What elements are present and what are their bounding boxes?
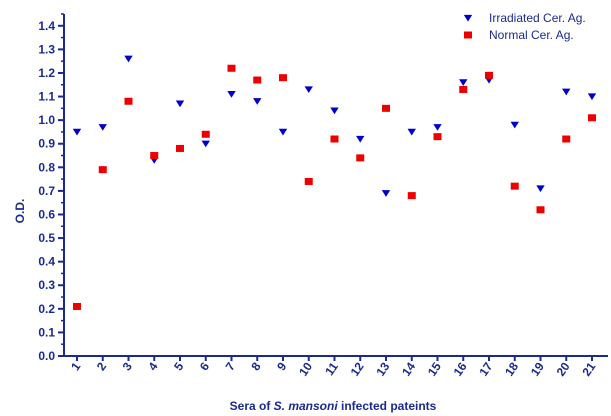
y-tick-label: 1.3 bbox=[38, 42, 55, 56]
y-tick-label: 0.0 bbox=[38, 349, 55, 363]
data-point-normal bbox=[227, 64, 236, 72]
x-tick-label: 17 bbox=[476, 359, 495, 378]
data-point-irradiated bbox=[356, 135, 365, 143]
x-tick-label: 15 bbox=[425, 359, 444, 378]
data-point-irradiated bbox=[562, 88, 571, 96]
data-point-irradiated bbox=[381, 190, 391, 197]
data-point-irradiated bbox=[201, 140, 210, 148]
data-point-normal bbox=[304, 177, 313, 185]
legend: Irradiated Cer. Ag. Normal Cer. Ag. bbox=[463, 11, 586, 42]
data-point-normal bbox=[407, 192, 416, 200]
data-point-normal bbox=[279, 74, 287, 82]
x-axis-title-part: infected pateints bbox=[338, 399, 437, 413]
x-axis-title: Sera of S. mansoni infected pateints bbox=[230, 399, 437, 413]
x-tick-label: 13 bbox=[373, 359, 392, 378]
x-tick-label: 21 bbox=[579, 359, 598, 378]
legend-label: Irradiated Cer. Ag. bbox=[489, 11, 586, 25]
x-axis-title-part: Sera of bbox=[230, 399, 274, 413]
y-tick-label: 0.1 bbox=[38, 325, 55, 339]
data-point-normal bbox=[510, 182, 519, 190]
data-point-irradiated bbox=[304, 86, 313, 94]
x-axis-title-part: S. mansoni bbox=[274, 399, 339, 413]
y-tick-label: 0.7 bbox=[38, 184, 55, 198]
data-point-normal bbox=[73, 302, 81, 310]
axes: 0.0 0.1 0.2 0.3 0.4 0.5 0.6 0.7 0.8 0.9 1.0 1.1 1.2 1… bbox=[38, 13, 608, 379]
data-point-normal bbox=[536, 206, 545, 214]
x-tick-label: 5 bbox=[171, 359, 186, 373]
data-point-irradiated bbox=[433, 124, 442, 131]
y-tick-label: 0.4 bbox=[38, 255, 55, 269]
y-tick-label: 1.4 bbox=[38, 19, 55, 33]
data-point-irradiated bbox=[407, 128, 416, 136]
data-point-normal bbox=[201, 130, 210, 138]
data-point-normal bbox=[485, 71, 493, 79]
data-points bbox=[72, 55, 597, 310]
data-point-normal bbox=[150, 152, 159, 160]
data-point-irradiated bbox=[175, 100, 185, 108]
data-point-irradiated bbox=[330, 107, 339, 115]
data-point-normal bbox=[124, 97, 133, 105]
data-point-normal bbox=[176, 144, 184, 152]
y-tick-label: 1.1 bbox=[38, 90, 55, 104]
x-tick-label: 16 bbox=[451, 359, 470, 378]
y-tick-label: 0.9 bbox=[38, 137, 55, 151]
data-point-irradiated bbox=[459, 79, 468, 86]
x-tick-label: 6 bbox=[197, 359, 212, 373]
y-tick-label: 1.0 bbox=[38, 113, 55, 127]
x-tick-label: 12 bbox=[348, 359, 367, 378]
y-tick-label: 0.5 bbox=[38, 231, 55, 245]
legend-label: Normal Cer. Ag. bbox=[489, 28, 574, 42]
data-point-irradiated bbox=[72, 128, 82, 136]
x-tick-label: 8 bbox=[248, 359, 263, 373]
data-point-normal bbox=[433, 133, 442, 141]
x-tick-label: 20 bbox=[554, 359, 573, 378]
data-point-normal bbox=[588, 114, 596, 122]
x-tick-label: 1 bbox=[68, 359, 83, 373]
data-point-irradiated bbox=[278, 128, 288, 136]
data-point-irradiated bbox=[587, 93, 597, 101]
data-point-normal bbox=[98, 166, 107, 174]
x-tick-label: 19 bbox=[528, 359, 547, 378]
data-point-normal bbox=[562, 135, 571, 143]
data-point-irradiated bbox=[510, 121, 519, 129]
data-point-normal bbox=[356, 154, 365, 162]
y-tick-label: 0.6 bbox=[38, 207, 55, 221]
data-point-normal bbox=[459, 85, 468, 93]
data-point-normal bbox=[382, 104, 390, 112]
y-tick-label: 0.2 bbox=[38, 302, 55, 316]
x-tick-label: 18 bbox=[502, 359, 521, 378]
x-tick-label: 7 bbox=[223, 359, 238, 373]
legend-marker-irradiated bbox=[463, 14, 473, 22]
x-tick-label: 4 bbox=[145, 359, 160, 373]
data-point-normal bbox=[330, 135, 339, 143]
y-tick-label: 0.8 bbox=[38, 160, 55, 174]
y-tick-label: 0.3 bbox=[38, 278, 55, 292]
data-point-irradiated bbox=[253, 98, 262, 105]
data-point-irradiated bbox=[98, 124, 107, 131]
data-point-irradiated bbox=[124, 55, 133, 63]
x-tick-label: 9 bbox=[274, 359, 289, 373]
x-tick-label: 14 bbox=[399, 359, 418, 378]
data-point-irradiated bbox=[227, 91, 236, 98]
data-point-irradiated bbox=[536, 185, 545, 193]
legend-marker-normal bbox=[464, 31, 472, 39]
x-tick-label: 11 bbox=[322, 359, 341, 378]
data-point-normal bbox=[253, 76, 262, 84]
x-tick-label: 3 bbox=[120, 359, 135, 373]
y-axis-title: O.D. bbox=[13, 199, 27, 224]
x-tick-label: 2 bbox=[94, 359, 109, 373]
y-tick-label: 1.2 bbox=[38, 66, 55, 80]
x-tick-label: 10 bbox=[296, 359, 315, 378]
